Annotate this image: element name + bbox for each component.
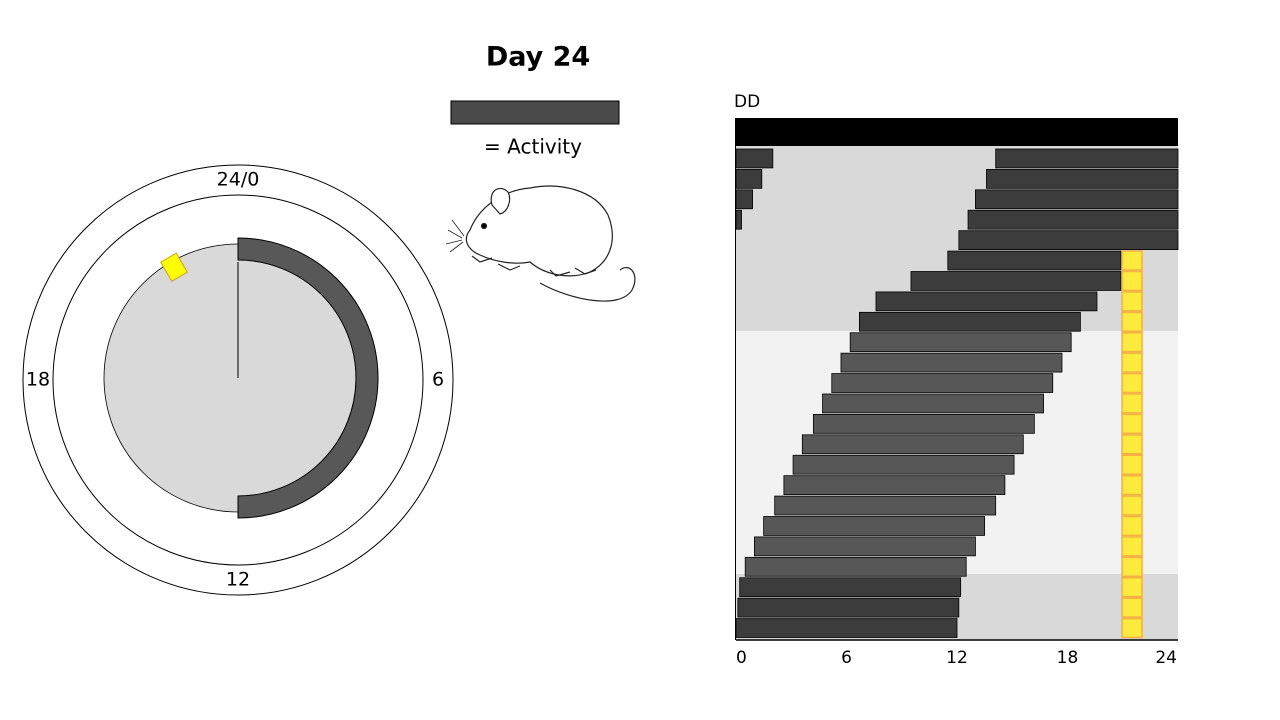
time-cell <box>1121 291 1143 312</box>
x-tick-label: 24 <box>1155 648 1177 668</box>
activity-bar <box>840 352 1063 373</box>
time-cell <box>1121 352 1143 373</box>
clock: 24/0 6 12 18 <box>22 164 454 596</box>
x-tick-label: 0 <box>736 648 747 668</box>
activity-bar <box>737 597 960 618</box>
time-cell <box>1121 270 1143 292</box>
activity-bar <box>958 230 1179 250</box>
time-cell <box>1121 332 1143 353</box>
activity-bar <box>831 373 1054 393</box>
time-cell <box>1121 434 1143 455</box>
activity-bar <box>792 454 1015 475</box>
time-cell <box>1121 393 1143 414</box>
clock-label: 18 <box>26 369 50 391</box>
time-cell <box>1121 617 1143 639</box>
lighting-bar <box>736 118 1178 146</box>
time-cell <box>1121 495 1143 516</box>
clock-label: 6 <box>432 369 444 391</box>
activity-bar <box>774 495 997 516</box>
activity-bar <box>739 577 962 598</box>
activity-bar <box>812 414 1035 434</box>
time-marker <box>160 252 188 282</box>
activity-bar <box>822 393 1044 414</box>
time-cell <box>1121 372 1143 394</box>
activity-bar <box>735 618 958 638</box>
x-tick-label: 12 <box>946 648 968 668</box>
time-cell <box>1121 311 1143 333</box>
activity-bar <box>967 209 1179 230</box>
activity-bar <box>947 250 1122 271</box>
activity-bar <box>735 148 774 169</box>
time-cell <box>1121 515 1143 537</box>
activity-bar <box>986 169 1179 189</box>
activity-bar <box>783 475 1006 495</box>
activity-bar <box>735 169 763 189</box>
clock-label: 24/0 <box>217 169 260 191</box>
time-cell <box>1121 454 1143 475</box>
legend-label: = Activity <box>484 135 582 159</box>
actogram: DD 0 6 12 18 24 <box>734 92 1179 668</box>
legend-swatch <box>450 100 620 125</box>
activity-bar <box>975 189 1179 210</box>
time-cell <box>1121 250 1143 271</box>
time-cell <box>1121 413 1143 435</box>
activity-arc <box>237 237 379 519</box>
mouse-illustration <box>445 185 636 302</box>
time-cell <box>1121 536 1143 557</box>
activity-bar <box>995 148 1179 169</box>
activity-bar <box>735 189 753 210</box>
actogram-title: DD <box>734 92 760 112</box>
x-tick-label: 18 <box>1057 648 1079 668</box>
activity-bar <box>849 332 1072 353</box>
clock-label: 12 <box>226 569 250 591</box>
time-cell <box>1121 474 1143 496</box>
time-cell <box>1121 597 1143 618</box>
time-cell <box>1121 556 1143 577</box>
activity-bar <box>754 536 976 557</box>
time-cell <box>1121 577 1143 598</box>
day-title: Day 24 <box>486 42 590 73</box>
x-tick-label: 6 <box>841 648 852 668</box>
activity-bar <box>763 516 986 536</box>
activity-bar <box>801 434 1024 455</box>
activity-bar <box>735 209 742 230</box>
activity-bar <box>744 556 967 577</box>
activity-bar <box>875 291 1098 312</box>
activity-bar <box>858 311 1081 332</box>
activity-bar <box>910 271 1122 291</box>
